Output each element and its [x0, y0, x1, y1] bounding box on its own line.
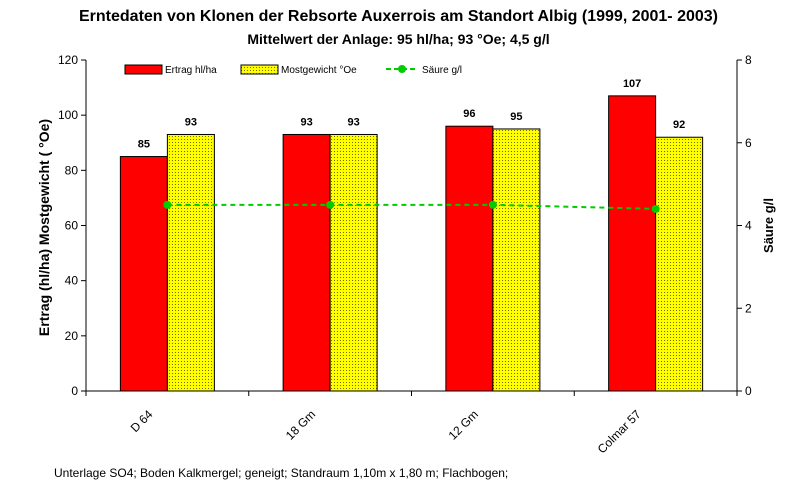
- y-axis-title-left: Ertrag (hl/ha) Mostgewicht ( °Oe): [36, 119, 52, 336]
- y-tick-label-right: 8: [745, 53, 752, 67]
- bar-mostgewicht: [166, 133, 215, 392]
- data-label: 93: [301, 116, 313, 128]
- y-tick-label-left: 60: [65, 219, 79, 233]
- x-tick-label: 12 Gm: [446, 407, 481, 442]
- legend-swatch-ertrag: [124, 64, 163, 75]
- legend-label-mostgewicht: Mostgewicht °Oe: [281, 65, 357, 76]
- y-tick-label-right: 4: [745, 219, 752, 233]
- y-tick-label-right: 2: [745, 301, 752, 315]
- y-tick-label-right: 6: [745, 136, 752, 150]
- bar-ertrag: [282, 133, 331, 392]
- y-tick-label-left: 40: [65, 274, 79, 288]
- y-tick-label-left: 100: [58, 108, 78, 122]
- legend-marker-saeure: [398, 65, 406, 73]
- bar-mostgewicht: [329, 133, 378, 392]
- y-tick-label-left: 80: [65, 163, 79, 177]
- data-label: 96: [463, 108, 475, 120]
- point-saeure: [163, 200, 172, 209]
- y-tick-label-right: 0: [745, 384, 752, 398]
- footnote: Unterlage SO4; Boden Kalkmergel; geneigt…: [54, 466, 509, 480]
- x-tick-label: 18 Gm: [283, 407, 318, 442]
- bar-mostgewicht: [492, 128, 541, 392]
- chart-title: Erntedaten von Klonen der Rebsorte Auxer…: [79, 8, 718, 25]
- legend-label-saeure: Säure g/l: [422, 65, 462, 76]
- line-saeure: [167, 203, 656, 210]
- bar-ertrag: [445, 125, 494, 392]
- y-tick-label-left: 120: [58, 53, 78, 67]
- data-label: 93: [185, 116, 197, 128]
- data-label: 93: [348, 116, 360, 128]
- chart-subtitle: Mittelwert der Anlage: 95 hl/ha; 93 °Oe;…: [247, 31, 550, 47]
- legend-swatch-mostgewicht: [240, 64, 279, 75]
- legend-label-ertrag: Ertrag hl/ha: [165, 65, 217, 76]
- y-axis-title-right: Säure g/l: [761, 198, 776, 253]
- data-label: 85: [138, 139, 150, 151]
- point-saeure: [488, 200, 497, 209]
- data-label: 107: [623, 78, 641, 90]
- data-label: 95: [510, 111, 522, 123]
- y-tick-label-left: 0: [71, 384, 78, 398]
- data-label: 92: [673, 119, 685, 131]
- x-tick-label: D 64: [128, 407, 156, 435]
- bar-mostgewicht: [655, 136, 704, 392]
- bar-ertrag: [119, 156, 168, 392]
- point-saeure: [651, 204, 660, 213]
- x-tick-label: Colmar 57: [595, 407, 644, 456]
- point-saeure: [326, 200, 335, 209]
- bar-ertrag: [608, 95, 657, 392]
- y-tick-label-left: 20: [65, 329, 79, 343]
